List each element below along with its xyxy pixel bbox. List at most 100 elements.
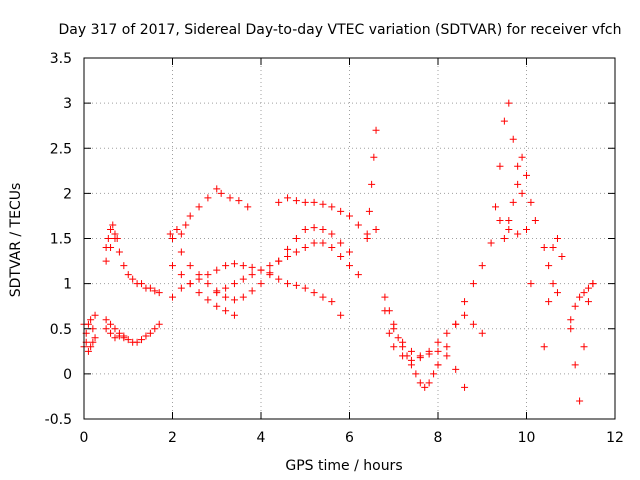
data-point bbox=[115, 329, 123, 337]
data-point bbox=[113, 235, 121, 242]
data-point bbox=[257, 266, 265, 274]
data-point bbox=[549, 244, 557, 252]
data-point bbox=[509, 135, 517, 143]
data-point bbox=[155, 289, 163, 297]
data-point bbox=[107, 320, 115, 328]
data-point bbox=[301, 198, 309, 206]
x-tick-label: 6 bbox=[345, 430, 354, 446]
data-point bbox=[346, 212, 353, 220]
data-point bbox=[87, 343, 95, 351]
data-point bbox=[239, 275, 247, 283]
data-point bbox=[500, 235, 508, 242]
y-tick-label: 2 bbox=[63, 186, 72, 202]
data-point bbox=[337, 207, 345, 215]
y-axis-label: SDTVAR / TECUs bbox=[8, 183, 24, 298]
data-point bbox=[129, 275, 137, 283]
data-point bbox=[292, 235, 300, 242]
data-point bbox=[239, 293, 247, 301]
x-tick-labels: 0 2 4 6 8 10 12 bbox=[80, 430, 624, 446]
data-point bbox=[169, 235, 176, 242]
data-point bbox=[469, 280, 477, 288]
data-point bbox=[328, 298, 336, 306]
data-point bbox=[284, 280, 292, 288]
data-point bbox=[102, 316, 110, 324]
data-point bbox=[124, 336, 132, 344]
data-point bbox=[571, 361, 579, 369]
data-point bbox=[390, 325, 398, 333]
data-point bbox=[443, 329, 451, 337]
data-point bbox=[111, 325, 119, 333]
y-tick-label: 3 bbox=[63, 96, 72, 112]
y-tick-label: 0.5 bbox=[50, 322, 72, 338]
data-point bbox=[217, 189, 225, 197]
data-point bbox=[177, 271, 185, 279]
data-point bbox=[230, 280, 238, 288]
data-point bbox=[496, 216, 504, 224]
data-point bbox=[365, 207, 373, 215]
data-point bbox=[505, 99, 513, 107]
data-point bbox=[155, 320, 163, 328]
data-point bbox=[443, 352, 451, 360]
data-point bbox=[346, 248, 353, 256]
data-point bbox=[248, 271, 256, 279]
data-point bbox=[337, 239, 345, 247]
data-point bbox=[310, 289, 318, 297]
y-tick-label: 1 bbox=[63, 277, 72, 293]
data-point bbox=[545, 262, 553, 270]
data-point bbox=[87, 316, 95, 324]
data-point bbox=[266, 269, 274, 277]
data-point bbox=[567, 325, 575, 333]
data-point bbox=[204, 271, 212, 279]
data-point bbox=[195, 203, 203, 211]
data-point bbox=[394, 334, 402, 342]
data-point bbox=[354, 271, 362, 279]
data-point bbox=[589, 280, 597, 288]
data-point bbox=[545, 298, 553, 306]
data-point bbox=[204, 194, 212, 202]
data-point bbox=[514, 180, 522, 188]
data-point bbox=[138, 280, 146, 288]
data-point bbox=[195, 289, 203, 297]
chart-title: Day 317 of 2017, Sidereal Day-to-day VTE… bbox=[58, 22, 621, 38]
data-point bbox=[580, 343, 588, 351]
data-point bbox=[84, 347, 92, 355]
data-point bbox=[102, 325, 110, 333]
data-point bbox=[576, 293, 584, 301]
data-point bbox=[337, 253, 345, 261]
data-point bbox=[204, 296, 212, 304]
x-tick-label: 8 bbox=[434, 430, 443, 446]
data-point bbox=[275, 275, 283, 283]
data-point bbox=[195, 271, 203, 279]
data-point bbox=[120, 332, 128, 340]
data-point bbox=[346, 262, 353, 270]
data-point bbox=[213, 185, 221, 193]
data-point bbox=[337, 311, 345, 319]
data-point bbox=[319, 200, 327, 208]
data-point bbox=[368, 180, 376, 188]
data-point bbox=[461, 298, 469, 306]
data-point bbox=[91, 334, 99, 342]
data-point bbox=[540, 244, 548, 252]
data-point bbox=[133, 338, 141, 346]
data-point bbox=[284, 245, 292, 253]
data-point bbox=[540, 343, 548, 351]
y-tick-label: -0.5 bbox=[45, 412, 72, 428]
x-tick-label: 10 bbox=[518, 430, 536, 446]
data-point bbox=[91, 311, 99, 319]
data-point bbox=[553, 289, 561, 297]
data-point bbox=[531, 216, 539, 224]
data-point bbox=[523, 225, 530, 233]
data-point bbox=[102, 244, 110, 252]
data-point bbox=[284, 253, 292, 261]
data-point bbox=[461, 383, 469, 391]
data-point bbox=[567, 316, 575, 324]
data-point bbox=[230, 311, 238, 319]
data-point bbox=[292, 281, 300, 289]
data-point bbox=[115, 248, 123, 256]
data-point bbox=[370, 153, 378, 161]
data-point bbox=[146, 329, 154, 337]
data-point bbox=[509, 198, 517, 206]
data-point bbox=[412, 370, 420, 378]
data-point bbox=[142, 332, 150, 340]
data-point bbox=[385, 329, 393, 337]
